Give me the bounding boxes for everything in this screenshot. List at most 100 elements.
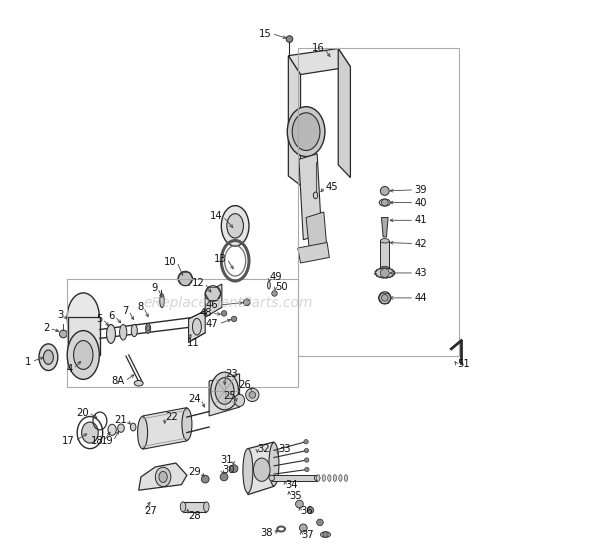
Ellipse shape — [181, 502, 186, 512]
Text: 4: 4 — [67, 364, 73, 374]
Ellipse shape — [327, 475, 331, 481]
Circle shape — [220, 473, 228, 481]
Ellipse shape — [67, 293, 99, 341]
Ellipse shape — [74, 340, 93, 369]
Ellipse shape — [108, 424, 116, 436]
Ellipse shape — [39, 344, 58, 370]
Text: 28: 28 — [189, 511, 201, 521]
Ellipse shape — [211, 372, 238, 410]
Ellipse shape — [379, 292, 391, 304]
Text: 1: 1 — [25, 356, 32, 367]
Text: 46: 46 — [206, 300, 218, 310]
Circle shape — [381, 268, 389, 277]
Polygon shape — [68, 317, 100, 355]
Text: 38: 38 — [260, 529, 273, 539]
Polygon shape — [338, 48, 350, 178]
Ellipse shape — [192, 319, 201, 335]
Text: 12: 12 — [192, 278, 205, 288]
Text: 2: 2 — [43, 324, 50, 334]
Text: 8A: 8A — [112, 376, 125, 386]
Text: eReplacementParts.com: eReplacementParts.com — [144, 296, 313, 310]
Ellipse shape — [235, 394, 245, 407]
Circle shape — [230, 465, 238, 472]
Text: 24: 24 — [188, 394, 201, 404]
Ellipse shape — [204, 502, 209, 512]
Ellipse shape — [227, 214, 244, 238]
Ellipse shape — [314, 475, 320, 481]
Ellipse shape — [135, 380, 143, 386]
Ellipse shape — [146, 324, 150, 334]
Circle shape — [272, 291, 277, 296]
Text: 19: 19 — [100, 436, 113, 446]
Text: 36: 36 — [300, 506, 313, 516]
Text: 39: 39 — [414, 185, 427, 195]
Ellipse shape — [269, 443, 279, 486]
Text: 51: 51 — [457, 359, 470, 369]
Polygon shape — [289, 56, 300, 185]
Text: 26: 26 — [238, 380, 251, 390]
Ellipse shape — [379, 199, 391, 206]
Ellipse shape — [120, 325, 127, 340]
Text: 10: 10 — [165, 257, 177, 267]
Circle shape — [201, 475, 209, 483]
Polygon shape — [382, 218, 388, 237]
Ellipse shape — [117, 424, 124, 432]
Text: 6: 6 — [109, 311, 115, 321]
Bar — [272, 475, 317, 481]
Text: 50: 50 — [276, 282, 289, 292]
Circle shape — [382, 295, 388, 301]
Text: 23: 23 — [226, 369, 238, 379]
Text: 20: 20 — [76, 408, 89, 418]
Text: 47: 47 — [206, 319, 218, 329]
Ellipse shape — [130, 423, 136, 431]
Circle shape — [307, 507, 314, 514]
Ellipse shape — [375, 268, 395, 278]
Text: 32: 32 — [257, 443, 270, 453]
Text: 21: 21 — [114, 416, 127, 426]
Text: 9: 9 — [151, 283, 158, 293]
Text: 49: 49 — [270, 272, 283, 282]
Polygon shape — [139, 463, 187, 490]
Text: 17: 17 — [62, 436, 75, 446]
Circle shape — [286, 36, 293, 42]
Ellipse shape — [81, 422, 99, 443]
Text: 45: 45 — [326, 182, 338, 192]
Text: 33: 33 — [278, 444, 291, 454]
Text: 13: 13 — [214, 253, 227, 263]
Text: 3: 3 — [57, 310, 63, 320]
Text: 27: 27 — [144, 506, 157, 516]
Ellipse shape — [178, 271, 192, 286]
Text: 11: 11 — [187, 338, 199, 348]
Text: 25: 25 — [223, 391, 235, 401]
Text: 7: 7 — [122, 306, 129, 316]
Circle shape — [382, 199, 388, 206]
Polygon shape — [209, 374, 240, 416]
Ellipse shape — [205, 286, 221, 301]
Text: 40: 40 — [414, 198, 427, 208]
Bar — [67, 278, 299, 387]
Circle shape — [221, 311, 227, 316]
Circle shape — [317, 519, 323, 526]
Ellipse shape — [67, 331, 99, 379]
Text: 37: 37 — [301, 530, 314, 540]
Polygon shape — [205, 284, 222, 317]
Ellipse shape — [322, 475, 326, 481]
Ellipse shape — [160, 294, 164, 307]
Ellipse shape — [44, 350, 53, 364]
Text: 34: 34 — [286, 480, 298, 490]
Ellipse shape — [243, 448, 253, 493]
Text: 22: 22 — [165, 412, 178, 422]
Ellipse shape — [254, 458, 270, 481]
Polygon shape — [298, 242, 329, 263]
Text: 35: 35 — [290, 491, 302, 501]
Text: 30: 30 — [222, 465, 234, 475]
Ellipse shape — [182, 408, 192, 441]
Ellipse shape — [137, 417, 148, 448]
Ellipse shape — [221, 206, 249, 246]
Circle shape — [67, 320, 73, 326]
Text: 5: 5 — [96, 314, 103, 324]
Text: 16: 16 — [312, 43, 325, 53]
Polygon shape — [289, 48, 350, 75]
Text: 15: 15 — [259, 28, 272, 38]
Ellipse shape — [320, 532, 330, 538]
